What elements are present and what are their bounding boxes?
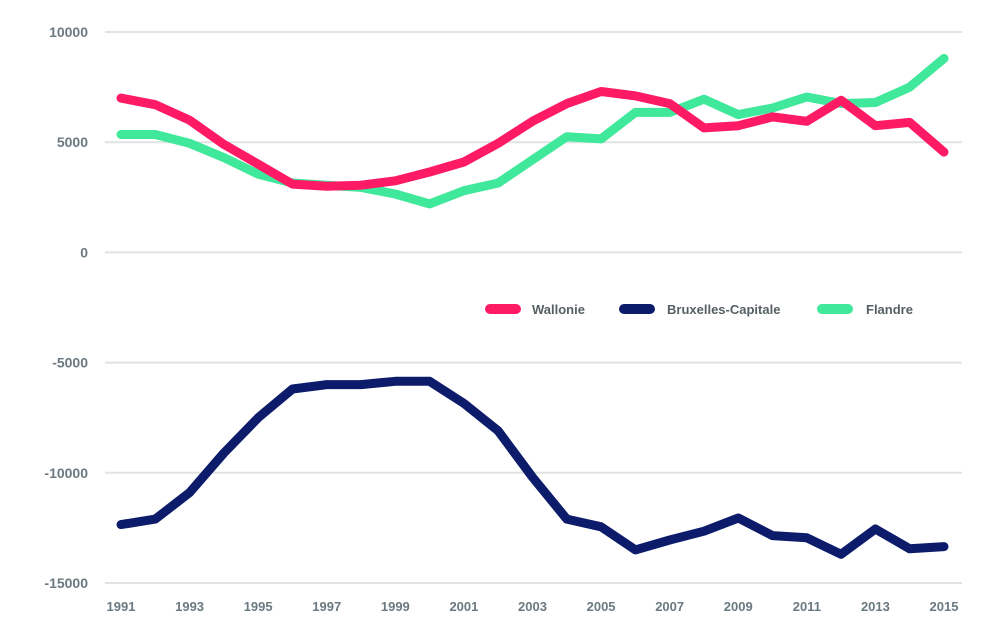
x-tick-label: 1997 [312, 599, 341, 614]
legend-label-flandre: Flandre [866, 302, 913, 317]
x-tick-label: 1999 [381, 599, 410, 614]
x-tick-label: 2007 [655, 599, 684, 614]
legend-label-bruxelles-capitale: Bruxelles-Capitale [667, 302, 780, 317]
legend-label-wallonie: Wallonie [532, 302, 585, 317]
x-axis-tick-labels: 1991 1993 1995 1997 1999 2001 2003 2005 2007 2009… [107, 599, 959, 614]
x-tick-label: 1991 [107, 599, 136, 614]
x-tick-label: 2001 [449, 599, 478, 614]
x-tick-label: 1993 [175, 599, 204, 614]
x-tick-label: 2015 [930, 599, 959, 614]
series-line-wallonie [116, 87, 949, 191]
y-axis-tick-labels: 10000 5000 0 -5000 -10000 -15000 [44, 24, 88, 591]
x-tick-label: 2005 [587, 599, 616, 614]
x-tick-label: 2013 [861, 599, 890, 614]
x-tick-label: 2003 [518, 599, 547, 614]
x-tick-label: 1995 [244, 599, 273, 614]
x-tick-label: 2011 [793, 599, 821, 614]
x-tick-label: 2009 [724, 599, 753, 614]
y-tick-label: -5000 [52, 355, 88, 371]
y-tick-label: -10000 [44, 465, 88, 481]
y-tick-label: 10000 [49, 24, 88, 40]
y-tick-label: 5000 [57, 134, 88, 150]
y-tick-label: -15000 [44, 575, 88, 591]
series-line-flandre [116, 53, 949, 209]
series-lines [116, 53, 949, 559]
series-line-bruxelles-capitale [116, 376, 949, 559]
y-tick-label: 0 [80, 244, 88, 260]
legend: Wallonie Bruxelles-Capitale Flandre [485, 302, 913, 317]
